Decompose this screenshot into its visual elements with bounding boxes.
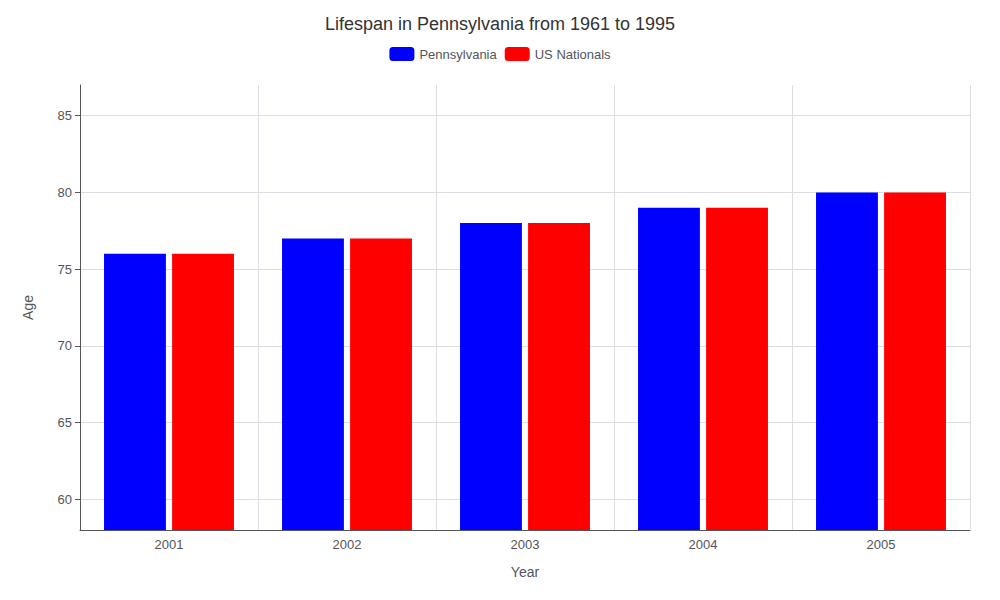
svg-text:65: 65 [58,415,72,430]
svg-text:Age: Age [20,295,36,320]
svg-text:US Nationals: US Nationals [535,47,611,62]
svg-text:Pennsylvania: Pennsylvania [419,47,497,62]
svg-text:Year: Year [511,564,540,580]
svg-text:Lifespan in Pennsylvania from: Lifespan in Pennsylvania from 1961 to 19… [325,14,675,34]
svg-text:2004: 2004 [689,537,718,552]
svg-text:2002: 2002 [333,537,362,552]
svg-text:2003: 2003 [511,537,540,552]
svg-text:60: 60 [58,492,72,507]
svg-text:85: 85 [58,108,72,123]
svg-text:2005: 2005 [867,537,896,552]
svg-text:80: 80 [58,185,72,200]
svg-text:70: 70 [58,338,72,353]
svg-text:75: 75 [58,262,72,277]
svg-text:2001: 2001 [155,537,184,552]
